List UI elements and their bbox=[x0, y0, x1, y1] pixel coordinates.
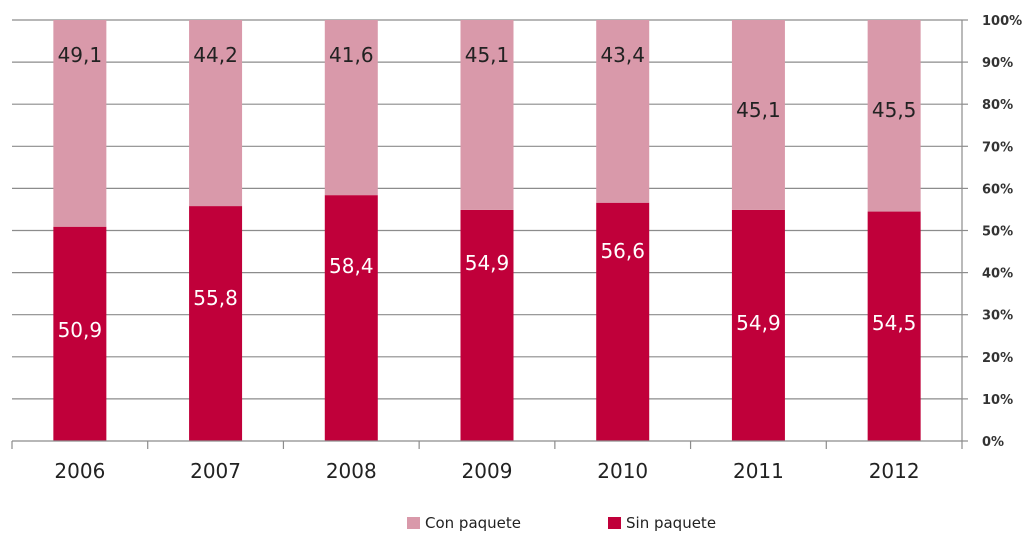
legend-label: Con paquete bbox=[425, 514, 521, 532]
data-label-con-paquete: 45,5 bbox=[872, 98, 917, 122]
legend-label: Sin paquete bbox=[626, 514, 716, 532]
bars bbox=[53, 20, 921, 441]
y-tick-label: 70% bbox=[982, 140, 1013, 155]
data-label-sin-paquete: 58,4 bbox=[329, 254, 374, 278]
bar-sin-paquete bbox=[867, 211, 921, 441]
axes: 0% 10% 20% 30% 40% 50% 60% 70% 80% 90% 100% 2006 200… bbox=[11, 14, 1022, 483]
x-tick-label: 2007 bbox=[190, 459, 241, 483]
y-tick-label: 40% bbox=[982, 267, 1013, 282]
data-label-con-paquete: 45,1 bbox=[465, 43, 510, 67]
legend-swatch bbox=[407, 517, 420, 529]
data-label-con-paquete: 43,4 bbox=[600, 43, 645, 67]
y-tick-label: 20% bbox=[982, 351, 1013, 366]
bar-sin-paquete bbox=[53, 226, 107, 441]
x-tick-label: 2012 bbox=[869, 459, 920, 483]
bar-con-paquete bbox=[189, 20, 243, 207]
y-tick-label: 60% bbox=[982, 182, 1013, 197]
bar-sin-paquete bbox=[596, 202, 650, 441]
bar-con-paquete bbox=[731, 20, 785, 210]
x-tick-label: 2010 bbox=[597, 459, 648, 483]
data-label-con-paquete: 44,2 bbox=[193, 43, 238, 67]
x-tick-label: 2009 bbox=[462, 459, 513, 483]
bar-con-paquete bbox=[460, 20, 514, 210]
y-tick-label: 30% bbox=[982, 309, 1013, 324]
bar-sin-paquete bbox=[460, 209, 514, 441]
bar-con-paquete bbox=[324, 20, 378, 196]
data-label-sin-paquete: 50,9 bbox=[58, 318, 103, 342]
data-label-con-paquete: 49,1 bbox=[58, 43, 103, 67]
data-label-sin-paquete: 56,6 bbox=[600, 239, 645, 263]
data-label-sin-paquete: 54,9 bbox=[465, 251, 510, 275]
legend: Con paquete Sin paquete bbox=[407, 514, 716, 532]
y-tick-label: 50% bbox=[982, 225, 1013, 240]
bar-sin-paquete bbox=[189, 206, 243, 441]
y-tick-label: 0% bbox=[982, 435, 1004, 450]
bar-sin-paquete bbox=[324, 195, 378, 441]
x-tick-label: 2006 bbox=[54, 459, 105, 483]
y-tick-label: 10% bbox=[982, 393, 1013, 408]
data-labels: 49,1 50,9 44,2 55,8 41,6 58,4 45,1 54,9 43,4 56,6… bbox=[58, 43, 917, 342]
data-label-sin-paquete: 54,9 bbox=[736, 311, 781, 335]
data-label-con-paquete: 45,1 bbox=[736, 98, 781, 122]
legend-swatch bbox=[608, 517, 621, 529]
bar-con-paquete bbox=[596, 20, 650, 203]
data-label-sin-paquete: 55,8 bbox=[193, 286, 238, 310]
bar-sin-paquete bbox=[731, 209, 785, 441]
x-tick-label: 2008 bbox=[326, 459, 377, 483]
x-tick-label: 2011 bbox=[733, 459, 784, 483]
bar-con-paquete bbox=[867, 20, 921, 212]
y-tick-label: 80% bbox=[982, 98, 1013, 113]
data-label-sin-paquete: 54,5 bbox=[872, 311, 917, 335]
y-tick-label: 90% bbox=[982, 56, 1013, 71]
bar-con-paquete bbox=[53, 20, 107, 227]
y-tick-label: 100% bbox=[982, 14, 1022, 29]
data-label-con-paquete: 41,6 bbox=[329, 43, 374, 67]
